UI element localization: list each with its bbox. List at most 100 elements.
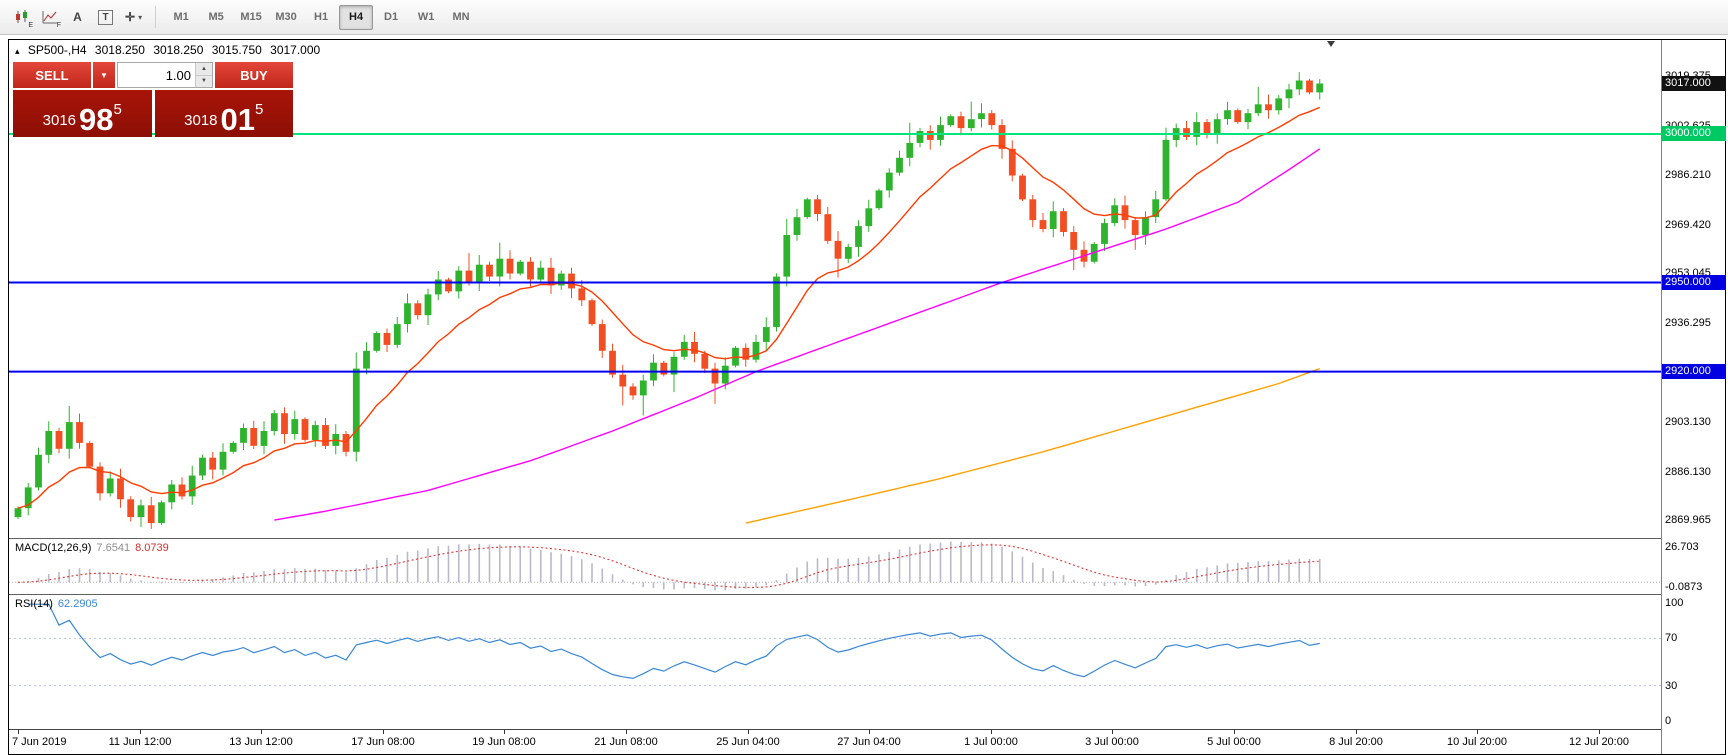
macd-panel-canvas[interactable] [9, 539, 1661, 594]
ohlc-close: 3017.000 [270, 43, 321, 57]
time-tick [1112, 730, 1113, 734]
sell-price-sup: 5 [113, 101, 122, 118]
time-tick [140, 730, 141, 734]
time-axis-label: 27 Jun 04:00 [837, 736, 901, 748]
macd-label: MACD(12,26,9) 7.6541 8.0739 [15, 542, 169, 554]
candlestick-chart-icon[interactable]: E [8, 5, 35, 30]
ma-fast-line [17, 106, 1321, 509]
time-tick [261, 730, 262, 734]
toolbar-separator [155, 6, 157, 28]
ohlc-low: 3015.750 [211, 43, 262, 57]
ma-slow-line [745, 367, 1321, 524]
macd-axis-min: -0.0873 [1665, 581, 1703, 593]
rsi-axis-label: 0 [1665, 715, 1672, 727]
price-axis-label: 2936.295 [1665, 317, 1711, 329]
timeframe-w1-button[interactable]: W1 [417, 11, 435, 23]
order-options-dropdown[interactable]: ▼ [93, 62, 115, 88]
time-axis-label: 7 Jun 2019 [12, 736, 67, 748]
chart-title: ▴ SP500-,H4 3018.250 3018.250 3015.750 3… [15, 43, 325, 57]
buy-button[interactable]: BUY [215, 62, 293, 88]
price-axis-label: 2886.130 [1665, 466, 1711, 478]
time-axis[interactable]: 7 Jun 2019 11 Jun 12:00 13 Jun 12:00 17 Jun… [9, 729, 1661, 754]
timeframe-m30-button[interactable]: M30 [275, 11, 297, 23]
rsi-axis-label: 70 [1665, 632, 1678, 644]
price-axis-label: 2986.210 [1665, 169, 1711, 181]
timeframe-m5-button[interactable]: M5 [208, 11, 224, 23]
time-axis-label: 5 Jul 00:00 [1207, 736, 1261, 748]
timeframe-h1-button[interactable]: H1 [314, 11, 329, 23]
text-annotation-icon[interactable]: A [73, 10, 82, 24]
timeframe-d1-button[interactable]: D1 [384, 11, 399, 23]
time-tick [748, 730, 749, 734]
rsi-axis-label: 30 [1665, 680, 1678, 692]
price-axis-badge: 3000.000 [1662, 126, 1726, 141]
symbol-period-label: SP500-,H4 [27, 43, 87, 57]
candles [14, 72, 1324, 529]
timeframe-m1-button[interactable]: M1 [173, 11, 189, 23]
one-click-panel-toggle[interactable]: ▴ [15, 46, 20, 56]
volume-box: ▲ ▼ [117, 62, 213, 88]
time-tick [1356, 730, 1357, 734]
time-tick [504, 730, 505, 734]
sell-price-prefix: 3016 [42, 112, 77, 129]
time-axis-label: 19 Jun 08:00 [472, 736, 536, 748]
panel-splitter[interactable] [9, 594, 1725, 595]
ma-mid-line [274, 148, 1321, 521]
ohlc-high: 3018.250 [153, 43, 204, 57]
time-tick [626, 730, 627, 734]
timeframe-m15-button[interactable]: M15 [240, 11, 262, 23]
time-tick [991, 730, 992, 734]
time-axis-label: 3 Jul 00:00 [1085, 736, 1139, 748]
timeframe-buttons: M1 M5 M15 M30 H1 H4 D1 W1 MN [164, 4, 478, 30]
chart-shift-marker[interactable] [1327, 41, 1335, 47]
indicators-grid-icon[interactable]: F [36, 5, 63, 30]
time-tick [1234, 730, 1235, 734]
time-axis-label: 10 Jul 20:00 [1447, 736, 1507, 748]
price-axis-badge: 2920.000 [1662, 364, 1726, 379]
time-tick [383, 730, 384, 734]
time-axis-label: 12 Jul 20:00 [1569, 736, 1629, 748]
time-tick [18, 730, 19, 734]
volume-input[interactable] [118, 63, 195, 87]
price-axis-label: 2903.130 [1665, 416, 1711, 428]
time-axis-label: 21 Jun 08:00 [594, 736, 658, 748]
macd-signal-line [17, 544, 1320, 588]
macd-axis-max: 26.703 [1665, 541, 1699, 553]
crosshair-tool-icon[interactable]: ✛ ▾ [125, 10, 143, 24]
timeframe-mn-button[interactable]: MN [452, 11, 470, 23]
price-axis-badge: 3017.000 [1662, 76, 1726, 91]
time-axis-label: 13 Jun 12:00 [229, 736, 293, 748]
buy-price-button[interactable]: 3018 01 5 [154, 90, 293, 137]
rsi-panel-canvas[interactable] [9, 595, 1661, 729]
volume-decrease-button[interactable]: ▼ [196, 75, 212, 87]
panel-splitter[interactable] [9, 538, 1725, 539]
time-axis-label: 11 Jun 12:00 [108, 736, 172, 748]
price-axis[interactable]: 3019.3753002.6252986.2102969.4202953.045… [1661, 40, 1726, 754]
time-axis-label: 8 Jul 20:00 [1329, 736, 1383, 748]
time-axis-label: 25 Jun 04:00 [716, 736, 780, 748]
price-axis-label: 2969.420 [1665, 219, 1711, 231]
time-tick [869, 730, 870, 734]
price-axis-badge: 2950.000 [1662, 275, 1726, 290]
buy-price-prefix: 3018 [184, 112, 218, 129]
ohlc-open: 3018.250 [94, 43, 145, 57]
toolbar: E F A T ✛ ▾ M1 M5 M15 M30 H1 H4 D1 W1 MN [0, 0, 1728, 35]
rsi-line [28, 603, 1320, 680]
time-tick [1477, 730, 1478, 734]
sell-price-button[interactable]: 3016 98 5 [13, 90, 152, 137]
toolbar-tools: E F A T ✛ ▾ [8, 5, 147, 30]
macd-histogram [27, 541, 1321, 591]
volume-increase-button[interactable]: ▲ [196, 63, 212, 76]
sell-button[interactable]: SELL [13, 62, 91, 88]
buy-price-sup: 5 [255, 101, 264, 118]
chart-window: 3019.3753002.6252986.2102969.4202953.045… [8, 39, 1726, 755]
buy-price-big: 01 [220, 101, 255, 137]
price-axis-label: 2869.965 [1665, 514, 1711, 526]
rsi-axis-label: 100 [1665, 597, 1684, 609]
volume-stepper: ▲ ▼ [195, 63, 212, 87]
timeframe-h4-button[interactable]: H4 [339, 4, 374, 30]
text-box-icon[interactable]: T [92, 5, 119, 30]
rsi-label: RSI(14) 62.2905 [15, 598, 98, 610]
time-axis-label: 1 Jul 00:00 [964, 736, 1018, 748]
